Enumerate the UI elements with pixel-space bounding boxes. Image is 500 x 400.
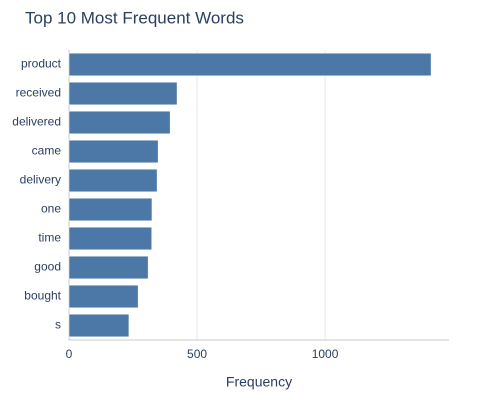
bar bbox=[68, 139, 159, 164]
bar bbox=[68, 110, 171, 135]
y-tick-label: bought bbox=[24, 289, 61, 303]
x-tick-label: 0 bbox=[66, 347, 73, 361]
y-tick-label: came bbox=[32, 144, 62, 158]
bar bbox=[68, 226, 152, 251]
y-tick-label: time bbox=[38, 231, 61, 245]
x-tick-label: 500 bbox=[187, 347, 207, 361]
bar bbox=[68, 52, 432, 77]
x-tick-label: 1000 bbox=[312, 347, 339, 361]
y-tick-label: s bbox=[55, 318, 61, 332]
bar bbox=[68, 255, 149, 280]
y-tick-label: delivery bbox=[20, 173, 61, 187]
y-tick-label: received bbox=[16, 86, 61, 100]
x-axis-title: Frequency bbox=[226, 374, 292, 390]
y-tick-label: product bbox=[21, 57, 62, 71]
bar bbox=[68, 168, 158, 193]
bar bbox=[68, 81, 178, 106]
chart-title: Top 10 Most Frequent Words bbox=[25, 8, 244, 27]
bar bbox=[68, 284, 139, 309]
bar bbox=[68, 313, 130, 338]
y-tick-label: good bbox=[34, 260, 61, 274]
y-tick-label: one bbox=[41, 202, 61, 216]
bar bbox=[68, 197, 153, 222]
y-tick-label: delivered bbox=[12, 115, 61, 129]
